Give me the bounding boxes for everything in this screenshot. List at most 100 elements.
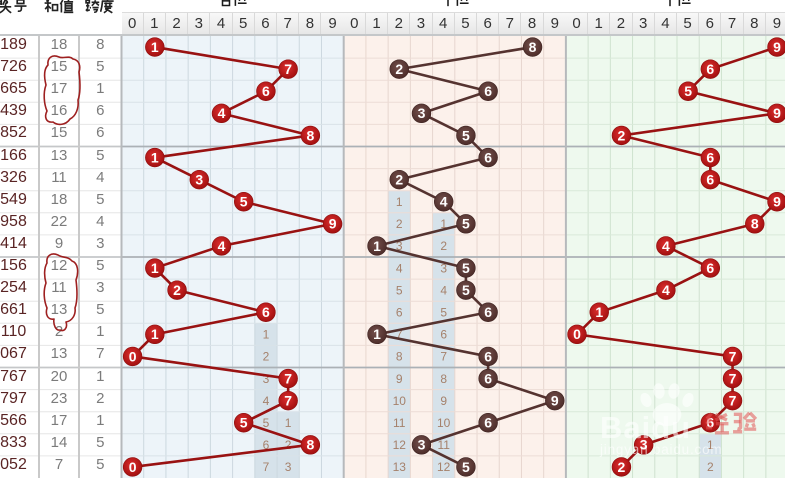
draw-ball-number: 7 [284, 61, 292, 77]
miss-count: 3 [263, 372, 270, 386]
span-value: 4 [96, 212, 105, 230]
sum-value: 22 [50, 212, 68, 230]
draw-ball-number: 6 [484, 370, 492, 386]
panel-title-2 [343, 0, 566, 12]
draw-ball [722, 346, 743, 367]
sum-value: 17 [50, 80, 68, 98]
award-number: 767 [0, 367, 27, 385]
draw-ball [145, 258, 165, 278]
cjk-glyph [100, 0, 114, 14]
draw-ball-number: 8 [306, 127, 314, 143]
digit-header-cell: 7 [499, 13, 522, 34]
draw-ball [656, 280, 676, 300]
miss-count: 2 [285, 438, 292, 452]
draw-ball [722, 368, 743, 389]
draw-ball [456, 457, 476, 477]
draw-ball [656, 236, 676, 256]
span-value: 1 [96, 323, 105, 341]
panel-title-1 [121, 0, 344, 12]
digit-header-cell: 0 [566, 13, 589, 34]
watermark-brand-cn [705, 411, 758, 435]
draw-ball [456, 214, 476, 234]
sum-value: 13 [50, 301, 68, 319]
draw-ball [189, 169, 209, 190]
miss-stripe-digit-2 [388, 190, 411, 478]
draw-ball-number: 8 [529, 39, 537, 55]
draw-ball-number: 4 [662, 238, 670, 254]
draw-ball [278, 59, 298, 79]
draw-ball-number: 6 [484, 149, 492, 165]
draw-ball-number: 6 [706, 149, 714, 165]
miss-count: 8 [440, 372, 447, 386]
miss-count: 1 [285, 416, 292, 430]
draw-ball [478, 346, 498, 367]
draw-ball [322, 214, 343, 234]
draw-ball [278, 368, 298, 389]
draw-ball-number: 5 [462, 282, 470, 298]
miss-stripe-digit-6 [254, 323, 278, 478]
miss-count: 5 [440, 305, 447, 319]
span-value: 1 [96, 367, 105, 385]
draw-ball [678, 81, 698, 101]
award-number: 156 [0, 257, 27, 274]
digit-header-cell: 4 [433, 13, 455, 34]
digit-header-cell: 1 [588, 13, 611, 34]
draw-ball [478, 81, 498, 101]
draw-ball [256, 81, 276, 101]
cjk-glyph [0, 0, 12, 14]
column-header-award [0, 0, 28, 14]
draw-ball-number: 1 [373, 238, 381, 254]
draw-ball-number: 1 [595, 304, 603, 320]
sum-value: 13 [50, 146, 68, 164]
draw-ball-number: 9 [329, 216, 337, 232]
draw-ball [256, 302, 276, 322]
sum-value: 12 [50, 257, 68, 274]
cjk-glyph [221, 0, 230, 6]
award-number: 661 [0, 301, 27, 319]
draw-ball [456, 280, 476, 300]
miss-count: 3 [396, 239, 403, 253]
miss-count: 9 [440, 394, 447, 408]
draw-ball-number: 9 [551, 392, 559, 408]
miss-count: 7 [263, 460, 270, 474]
panel-title-3 [565, 0, 785, 12]
draw-ball [367, 324, 387, 345]
sum-value: 18 [50, 36, 68, 53]
miss-count: 1 [263, 328, 270, 342]
digit-header-cell: 9 [328, 15, 337, 32]
draw-ball-number: 6 [706, 61, 714, 77]
span-value: 5 [96, 146, 105, 164]
draw-ball [122, 346, 143, 367]
span-value: 5 [96, 455, 105, 473]
award-number: 110 [0, 323, 27, 341]
award-number: 166 [0, 146, 27, 164]
draw-ball [767, 192, 785, 212]
draw-ball-number: 7 [729, 348, 737, 364]
draw-ball [234, 192, 254, 212]
draw-ball [700, 59, 721, 79]
award-number: 852 [0, 124, 27, 142]
span-value: 5 [96, 257, 105, 274]
miss-count: 6 [396, 305, 403, 319]
draw-ball-number: 3 [418, 105, 426, 121]
draw-ball [456, 125, 476, 146]
draw-ball-number: 2 [618, 459, 626, 475]
draw-ball [411, 103, 432, 124]
digit-header-cell: 3 [633, 13, 655, 34]
digit-header-cell: 1 [366, 13, 389, 34]
digit-header-cell: 8 [299, 13, 322, 34]
miss-count: 12 [393, 438, 407, 452]
miss-count: 9 [396, 372, 403, 386]
digit-header-cell: 9 [772, 15, 782, 32]
draw-ball [611, 125, 632, 146]
miss-count: 11 [437, 438, 450, 452]
draw-ball-number: 4 [218, 238, 226, 254]
sum-value: 14 [50, 433, 68, 451]
span-value: 6 [96, 102, 105, 120]
sum-value: 11 [51, 279, 67, 297]
draw-ball [478, 413, 498, 433]
draw-ball-number: 3 [640, 437, 648, 453]
draw-ball [145, 37, 165, 57]
span-value: 6 [96, 124, 105, 142]
